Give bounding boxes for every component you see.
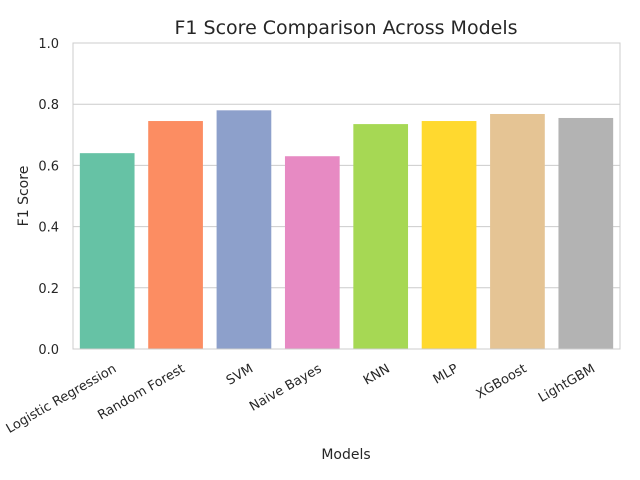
y-tick-label: 0.2	[38, 282, 59, 297]
chart-title: F1 Score Comparison Across Models	[174, 17, 517, 39]
bar-mlp	[421, 121, 477, 349]
x-tick-label: Naive Bayes	[247, 361, 324, 414]
y-tick-label: 0.4	[38, 221, 59, 236]
y-axis-label: F1 Score	[16, 166, 32, 227]
bar-naive-bayes	[284, 156, 340, 349]
bar-logistic-regression	[79, 153, 135, 349]
bar-lightgbm	[558, 117, 614, 349]
y-tick-label: 0.0	[38, 343, 59, 358]
y-tick-label: 1.0	[38, 37, 59, 52]
bar-random-forest	[148, 121, 203, 349]
bar-knn	[353, 124, 409, 349]
x-tick-label: SVM	[224, 361, 256, 388]
x-axis-label: Models	[321, 447, 370, 463]
y-tick-label: 0.6	[38, 159, 59, 174]
x-tick-label: KNN	[361, 361, 393, 388]
bar-svm	[216, 110, 272, 349]
y-tick-labels: 0.0 0.2 0.4 0.6 0.8 1.0	[38, 37, 59, 358]
plot-frame	[72, 42, 621, 350]
x-tick-label: MLP	[431, 361, 461, 387]
bar-xgboost	[490, 113, 545, 349]
y-tick-label: 0.8	[38, 98, 59, 113]
x-tick-label: Logistic Regression	[4, 361, 119, 436]
x-tick-label: LightGBM	[536, 361, 598, 405]
x-tick-label: XGBoost	[474, 361, 530, 402]
bars	[79, 110, 614, 349]
